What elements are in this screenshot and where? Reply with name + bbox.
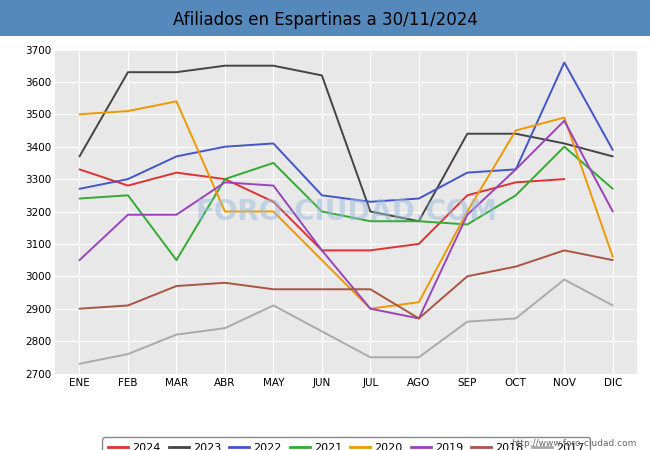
Text: http://www.foro-ciudad.com: http://www.foro-ciudad.com	[512, 439, 637, 448]
Legend: 2024, 2023, 2022, 2021, 2020, 2019, 2018, 2017: 2024, 2023, 2022, 2021, 2020, 2019, 2018…	[103, 437, 590, 450]
Text: Afiliados en Espartinas a 30/11/2024: Afiliados en Espartinas a 30/11/2024	[172, 11, 478, 29]
Text: FORO-CIUDAD.COM: FORO-CIUDAD.COM	[195, 198, 497, 225]
